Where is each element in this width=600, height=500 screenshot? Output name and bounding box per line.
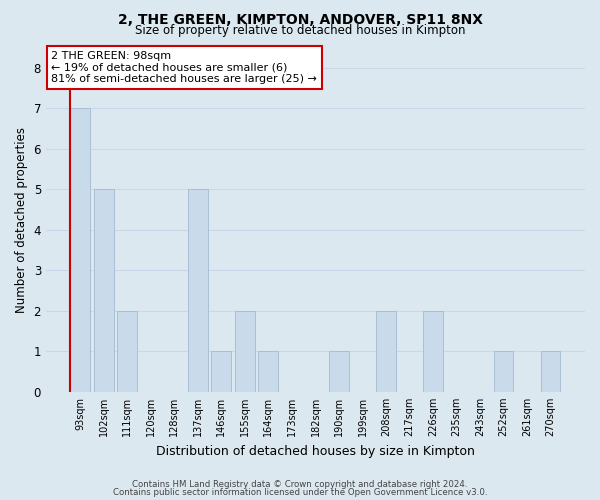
Bar: [259, 352, 278, 392]
Y-axis label: Number of detached properties: Number of detached properties: [15, 126, 28, 312]
Bar: [211, 352, 232, 392]
Bar: [94, 190, 114, 392]
Bar: [235, 311, 255, 392]
Text: 2 THE GREEN: 98sqm
← 19% of detached houses are smaller (6)
81% of semi-detached: 2 THE GREEN: 98sqm ← 19% of detached hou…: [52, 51, 317, 84]
Bar: [494, 352, 514, 392]
Bar: [188, 190, 208, 392]
Bar: [423, 311, 443, 392]
X-axis label: Distribution of detached houses by size in Kimpton: Distribution of detached houses by size …: [156, 444, 475, 458]
Text: Contains HM Land Registry data © Crown copyright and database right 2024.: Contains HM Land Registry data © Crown c…: [132, 480, 468, 489]
Text: Size of property relative to detached houses in Kimpton: Size of property relative to detached ho…: [135, 24, 465, 37]
Bar: [118, 311, 137, 392]
Bar: [541, 352, 560, 392]
Bar: [376, 311, 396, 392]
Bar: [329, 352, 349, 392]
Text: 2, THE GREEN, KIMPTON, ANDOVER, SP11 8NX: 2, THE GREEN, KIMPTON, ANDOVER, SP11 8NX: [118, 12, 482, 26]
Bar: [70, 108, 91, 392]
Text: Contains public sector information licensed under the Open Government Licence v3: Contains public sector information licen…: [113, 488, 487, 497]
